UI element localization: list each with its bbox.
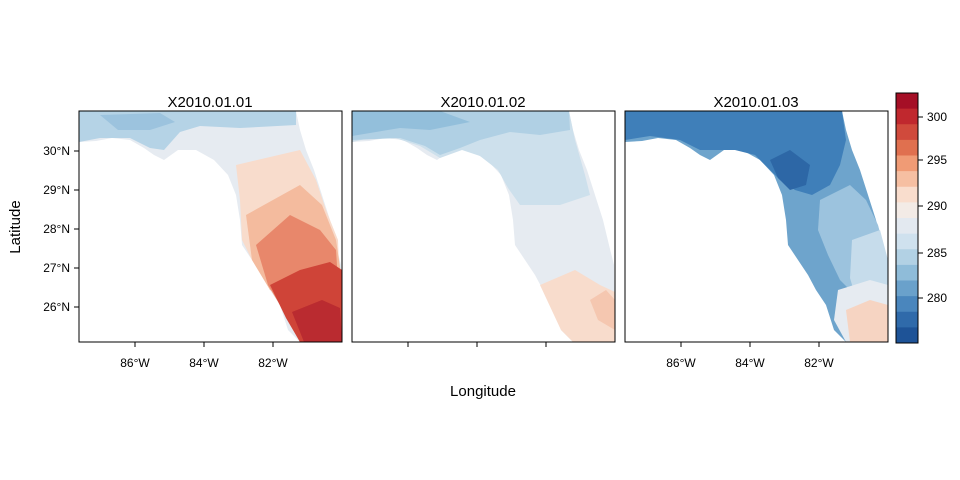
panel-2-title: X2010.01.02 (440, 94, 525, 111)
panel-3-title: X2010.01.03 (713, 94, 798, 111)
colder-band-panel-2 (352, 111, 470, 136)
panel-3-frame (624, 110, 889, 343)
colorbar-swatch (896, 218, 918, 235)
lon-tick-label: 82°W (258, 356, 288, 370)
colorbar-swatch (896, 233, 918, 250)
lat-tick-label: 26°N (43, 300, 70, 314)
colorbar-swatch (896, 264, 918, 281)
panel-1-title: X2010.01.01 (167, 94, 252, 111)
colorbar-frame (895, 92, 919, 344)
colorbar-swatch (896, 171, 918, 188)
colorbar-swatch (896, 327, 918, 344)
lon-tick-label: 84°W (189, 356, 219, 370)
lon-tick-label: 86°W (666, 356, 696, 370)
panel-1-frame (78, 110, 343, 343)
lat-tick-label: 29°N (43, 183, 70, 197)
longitude-axis-panel-1: 86°W 84°W 82°W (120, 342, 288, 370)
colorbar-swatch (896, 280, 918, 297)
colorbar-swatch (896, 311, 918, 328)
colorbar-swatch (896, 139, 918, 156)
lat-tick-label: 28°N (43, 222, 70, 236)
cold-spots-panel-1 (100, 113, 175, 130)
colorbar-label: 290 (927, 199, 947, 213)
warm-spot-panel-2 (540, 270, 615, 342)
longitude-axis-panel-3: 86°W 84°W 82°W (666, 342, 834, 370)
colorbar-swatch (896, 155, 918, 172)
lon-tick-label: 82°W (804, 356, 834, 370)
colorbar-label: 300 (927, 110, 947, 124)
colorbar-swatch (896, 93, 918, 110)
coldest-core-panel-3 (770, 150, 810, 190)
colorbar-swatches (896, 93, 918, 344)
lon-tick-label: 86°W (120, 356, 150, 370)
colorbar-swatch (896, 296, 918, 313)
panel-2-frame (351, 110, 616, 343)
colorbar-swatch (896, 202, 918, 219)
lat-tick-label: 27°N (43, 261, 70, 275)
warm-tip-panel-3 (846, 300, 888, 342)
panel-2: X2010.01.02 (351, 94, 616, 343)
colorbar-swatch (896, 249, 918, 266)
colorbar-swatch (896, 186, 918, 203)
lon-tick-label: 84°W (735, 356, 765, 370)
cold-core-panel-3 (625, 111, 846, 195)
y-axis-title: Latitude (7, 200, 24, 253)
warmer-spot-panel-2 (590, 290, 615, 330)
colorbar-label: 285 (927, 246, 947, 260)
hottest-band-panel-1 (292, 300, 342, 342)
colorbar-swatch (896, 108, 918, 125)
longitude-axis-panel-2 (407, 342, 547, 347)
lat-tick-label: 30°N (43, 144, 70, 158)
colorbar-label: 280 (927, 291, 947, 305)
colorbar-swatch (896, 124, 918, 141)
latitude-axis: 30°N 29°N 28°N 27°N 26°N Latitude (7, 144, 79, 314)
colorbar-label: 295 (927, 153, 947, 167)
panel-1: X2010.01.01 (78, 94, 343, 343)
colorbar: 300 295 290 285 280 (895, 92, 947, 344)
panel-1-map (79, 111, 342, 342)
x-axis-title: Longitude (450, 383, 516, 400)
panel-3: X2010.01.03 (624, 94, 889, 343)
panel-2-map (352, 111, 615, 342)
panel-3-map (625, 111, 888, 342)
